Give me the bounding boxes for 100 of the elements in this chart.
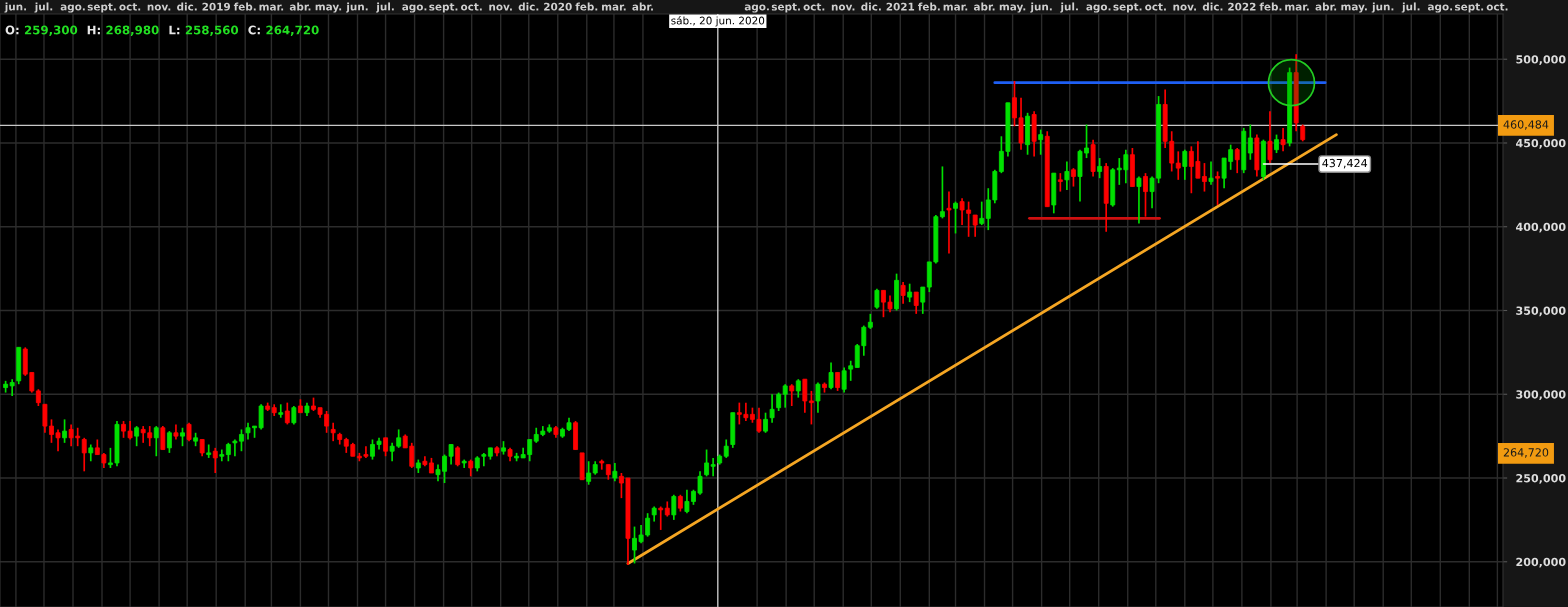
x-tick-label: nov. (831, 4, 855, 11)
candlestick (166, 430, 172, 454)
candlestick (212, 447, 218, 474)
candlestick (920, 286, 926, 315)
candlestick (1234, 147, 1240, 174)
candlestick (134, 425, 140, 448)
x-tick-label: jun. (4, 2, 27, 13)
x-tick-label: 2020 (544, 2, 572, 11)
candlestick (1057, 172, 1063, 193)
candlestick (789, 383, 795, 407)
x-tick-label: jul. (34, 2, 53, 13)
x-tick-label: may. (999, 4, 1026, 13)
x-tick-label: nov. (1173, 4, 1196, 11)
x-tick-label: mar. (602, 4, 626, 11)
candlestick (835, 371, 841, 392)
candlestick (658, 505, 664, 531)
x-tick-label: dic. (177, 2, 197, 11)
candlestick (186, 421, 192, 442)
x-tick-label: ago. (744, 4, 769, 13)
candlestick (206, 443, 212, 459)
x-tick-label: sept. (1455, 3, 1484, 13)
x-tick-label: 2021 (886, 2, 915, 11)
annotation: O: 259,300 (5, 25, 78, 36)
x-tick-label: jul. (1401, 2, 1420, 13)
candlestick (874, 287, 880, 310)
candlestick (913, 291, 919, 315)
candlestick (1143, 172, 1148, 218)
candlestick (225, 442, 231, 463)
x-tick-label: sept. (87, 3, 116, 13)
x-tick-label: ago. (1086, 4, 1111, 13)
candlestick (1182, 148, 1188, 181)
candlestick (1208, 160, 1214, 186)
x-tick-label: abr. (1315, 2, 1337, 11)
y-tick-label: 200,000 (1516, 557, 1566, 568)
candlestick (1280, 127, 1286, 153)
x-tick-label: nov. (489, 4, 512, 11)
x-tick-label: oct. (1145, 3, 1166, 11)
x-tick-label: dic. (1202, 2, 1223, 11)
x-tick-label: may. (315, 4, 342, 13)
x-tick-label: feb. (1259, 2, 1282, 11)
candlestick (291, 405, 297, 426)
candlestick (900, 281, 906, 305)
x-tick-label: feb. (918, 2, 940, 11)
x-tick-label: sept. (429, 3, 458, 13)
x-tick-label: jun. (1371, 2, 1394, 13)
annotation: L: 258,560 (169, 25, 239, 36)
candlestick (612, 462, 618, 483)
text: 264,720 (1503, 448, 1549, 458)
candlestick (1071, 167, 1076, 188)
candlestick (1097, 157, 1103, 179)
candlestick (1247, 123, 1253, 161)
x-tick-label: nov. (147, 4, 171, 11)
candlestick (383, 436, 389, 458)
candlestick (278, 403, 284, 419)
y-tick-label: 450,000 (1516, 138, 1566, 149)
x-tick-label: may. (1341, 4, 1367, 13)
y-tick-label: 350,000 (1516, 306, 1566, 317)
candlestick (769, 393, 775, 424)
annotation: C: 264,720 (248, 25, 319, 36)
candlestick (828, 361, 834, 391)
ref-line-label: sáb., 20 jun. 2020 (671, 16, 765, 27)
candlestick (153, 425, 159, 458)
x-tick-label: jun. (345, 2, 368, 13)
x-tick-label: feb. (575, 2, 598, 11)
candlestick (62, 418, 68, 444)
x-tick-label: dic. (518, 2, 539, 11)
candlestick (1215, 170, 1220, 206)
candlestick (455, 445, 461, 468)
x-tick-label: oct. (460, 3, 482, 11)
candlestick (284, 401, 290, 426)
annotation: 437,424 (1322, 158, 1368, 169)
candlestick (1267, 110, 1273, 164)
x-tick-label: abr. (973, 2, 995, 11)
candlestick (979, 200, 985, 226)
x-tick-label: mar. (1285, 4, 1309, 11)
x-tick-label: ago. (402, 4, 427, 13)
candlestick (723, 438, 729, 459)
x-tick-label: mar. (943, 4, 968, 11)
candlestick (1136, 175, 1142, 225)
x-tick-label: feb. (233, 2, 256, 11)
x-tick-label: ago. (60, 4, 85, 13)
y-tick-label: 500,000 (1516, 55, 1566, 66)
ref-line-label: 460,484 (1503, 120, 1549, 130)
x-tick-label: oct. (1486, 3, 1508, 11)
candlestick (1064, 160, 1070, 191)
x-tick-label: oct. (119, 3, 141, 11)
candlestick (330, 421, 336, 442)
x-tick-label: 2022 (1228, 2, 1256, 11)
candlestick (671, 493, 677, 521)
y-tick-label: 250,000 (1516, 473, 1566, 484)
candlestick (953, 200, 958, 235)
x-tick-label: abr. (632, 2, 653, 11)
x-tick-label: oct. (803, 3, 825, 11)
x-tick-label: jul. (1060, 2, 1078, 13)
candlestick (763, 411, 768, 434)
candlestick (776, 391, 782, 412)
annotation: H: 268,980 (87, 25, 159, 36)
candlestick (1175, 150, 1181, 181)
x-tick-label: sept. (1113, 3, 1142, 13)
candlestick (907, 282, 913, 303)
